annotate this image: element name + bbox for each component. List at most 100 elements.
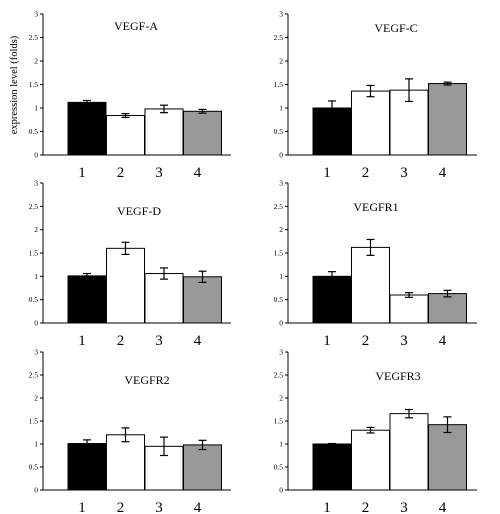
- y-tick-label: 1: [279, 104, 283, 113]
- x-tick-label: 4: [194, 165, 202, 181]
- chart-panel: 0 0.5 1 1.5 2 2.5 3 1 2 3 4 VEGFR2: [29, 348, 231, 514]
- chart-panel: 0 0.5 1 1.5 2 2.5 3 1 2 3 4 VEGFR1: [274, 179, 477, 349]
- y-tick-label: 1: [34, 104, 38, 113]
- bar: [389, 294, 429, 324]
- x-tick-label: 1: [323, 500, 331, 514]
- y-tick-label: 1.5: [274, 80, 284, 89]
- chart-panel: 0 0.5 1 1.5 2 2.5 3 1 2 3 4 VEGF-D: [29, 179, 231, 349]
- y-tick-label: 2.5: [274, 202, 284, 211]
- bar: [428, 83, 467, 156]
- y-tick-label: 0: [34, 319, 38, 328]
- bar: [67, 101, 107, 156]
- y-tick-label: 0: [279, 151, 283, 160]
- bar: [144, 108, 184, 156]
- x-tick-label: 4: [194, 500, 202, 514]
- panel-title: VEGFR2: [124, 373, 169, 387]
- x-tick-label: 4: [439, 165, 447, 181]
- bar: [67, 443, 107, 491]
- y-tick-label: 1.5: [274, 417, 284, 426]
- bar: [106, 115, 145, 156]
- x-tick-label: 3: [400, 500, 408, 514]
- x-tick-label: 1: [323, 165, 331, 181]
- y-tick-label: 3: [279, 348, 283, 357]
- y-tick-label: 2: [279, 225, 283, 234]
- y-tick-label: 0: [34, 151, 38, 160]
- panel-title: VEGFR3: [375, 369, 420, 383]
- bar: [389, 413, 429, 491]
- bar: [144, 273, 184, 324]
- bar: [312, 275, 352, 324]
- y-tick-label: 0.5: [274, 463, 284, 472]
- x-tick-label: 2: [362, 500, 370, 514]
- y-tick-label: 2: [279, 394, 283, 403]
- bar: [351, 429, 390, 491]
- bar: [106, 247, 145, 324]
- x-tick-label: 1: [78, 333, 86, 349]
- bar: [389, 89, 429, 156]
- y-tick-label: 2.5: [29, 371, 39, 380]
- y-tick-label: 1.5: [29, 417, 39, 426]
- y-tick-label: 2.5: [29, 202, 39, 211]
- y-tick-label: 2.5: [274, 371, 284, 380]
- y-tick-label: 2: [34, 57, 38, 66]
- y-tick-label: 0.5: [29, 463, 39, 472]
- y-tick-label: 0.5: [274, 127, 284, 136]
- bar: [183, 276, 222, 324]
- y-tick-label: 1: [34, 272, 38, 281]
- y-axis-label: expression level (folds): [9, 35, 20, 134]
- y-tick-label: 2.5: [274, 33, 284, 42]
- y-tick-label: 0.5: [29, 127, 39, 136]
- y-tick-label: 3: [34, 348, 38, 357]
- x-tick-label: 4: [439, 500, 447, 514]
- y-tick-label: 3: [34, 10, 38, 19]
- y-tick-label: 1.5: [29, 249, 39, 258]
- panel-title: VEGF-C: [374, 21, 417, 35]
- panel-title: VEGF-D: [117, 204, 161, 218]
- bar: [183, 110, 222, 156]
- x-tick-label: 2: [362, 165, 370, 181]
- bar: [183, 444, 222, 491]
- y-tick-label: 0.5: [274, 295, 284, 304]
- y-tick-label: 0: [34, 486, 38, 495]
- x-tick-label: 2: [362, 333, 370, 349]
- y-tick-label: 0.5: [29, 295, 39, 304]
- y-tick-label: 2.5: [29, 33, 39, 42]
- bar: [351, 246, 390, 324]
- x-tick-label: 1: [323, 333, 331, 349]
- bar: [312, 443, 352, 491]
- x-tick-label: 4: [194, 333, 202, 349]
- panel-title: VEGF-A: [114, 19, 158, 33]
- chart-panel: 0 0.5 1 1.5 2 2.5 3 1 2 3 4 VEGF-C: [274, 10, 477, 181]
- x-tick-label: 2: [117, 500, 125, 514]
- x-tick-label: 3: [155, 500, 163, 514]
- y-tick-label: 1: [34, 440, 38, 449]
- y-tick-label: 2: [279, 57, 283, 66]
- y-tick-label: 1.5: [29, 80, 39, 89]
- bar: [428, 424, 467, 491]
- x-tick-label: 3: [400, 165, 408, 181]
- x-tick-label: 4: [439, 333, 447, 349]
- chart-panels: 0 0.5 1 1.5 2 2.5 3 1 2 3 4 VEGF-A 0 0.5 1 1.5 2 2.5 3 1 2 3 4…: [29, 10, 477, 514]
- panel-title: VEGFR1: [353, 200, 398, 214]
- x-tick-label: 1: [78, 165, 86, 181]
- bar: [67, 275, 107, 324]
- bar: [428, 293, 467, 324]
- y-tick-label: 2: [34, 225, 38, 234]
- x-tick-label: 2: [117, 165, 125, 181]
- x-tick-label: 3: [155, 333, 163, 349]
- y-tick-label: 0: [279, 319, 283, 328]
- y-tick-label: 3: [279, 179, 283, 188]
- x-tick-label: 2: [117, 333, 125, 349]
- bar: [351, 90, 390, 156]
- y-tick-label: 1: [279, 440, 283, 449]
- y-tick-label: 3: [279, 10, 283, 19]
- x-tick-label: 3: [155, 165, 163, 181]
- chart-panel: 0 0.5 1 1.5 2 2.5 3 1 2 3 4 VEGF-A: [29, 10, 231, 181]
- x-tick-label: 1: [78, 500, 86, 514]
- y-tick-label: 1: [279, 272, 283, 281]
- x-tick-label: 3: [400, 333, 408, 349]
- y-tick-label: 2: [34, 394, 38, 403]
- y-tick-label: 0: [279, 486, 283, 495]
- y-tick-label: 3: [34, 179, 38, 188]
